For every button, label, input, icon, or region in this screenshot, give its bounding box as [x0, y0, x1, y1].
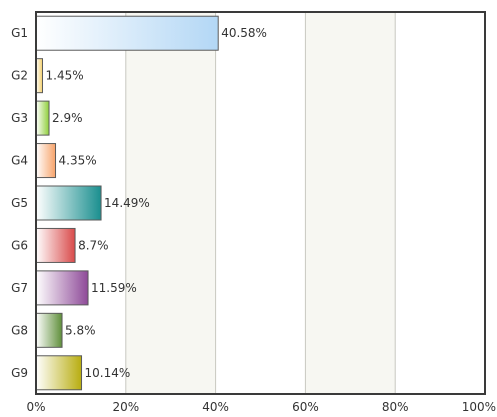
bar-g8 — [35, 312, 63, 348]
y-tick-label-g5: G5 — [11, 196, 28, 210]
y-tick-label-g8: G8 — [11, 323, 28, 337]
data-label-g4: 4.35% — [59, 154, 97, 168]
plot-band — [215, 12, 306, 394]
bar-g5 — [35, 185, 102, 221]
data-label-g6: 8.7% — [78, 238, 109, 252]
data-labels: 40.58% 1.45% 2.9% 4.35% 14.49% 8.7% 11.59% 5.8%… — [46, 26, 267, 380]
data-label-g2: 1.45% — [46, 69, 84, 83]
y-axis-labels: G1 G2 G3 G4 G5 G6 G7 G8 G9 — [11, 26, 28, 380]
y-tick-label-g4: G4 — [11, 154, 28, 168]
y-tick-label-g1: G1 — [11, 26, 28, 40]
bar-g4 — [35, 143, 57, 179]
bar-g9 — [35, 355, 83, 391]
data-label-g9: 10.14% — [85, 366, 131, 380]
y-tick-label-g6: G6 — [11, 238, 28, 252]
x-tick-label: 0% — [26, 400, 45, 414]
plot-band — [395, 12, 485, 394]
x-axis-labels: 0% 20% 40% 60% 80% 100% — [26, 400, 496, 414]
bar-g6 — [35, 227, 76, 263]
data-label-g7: 11.59% — [91, 281, 137, 295]
x-tick-label: 80% — [382, 400, 409, 414]
plot-band — [305, 12, 396, 394]
plot-band — [125, 12, 216, 394]
bars — [35, 15, 219, 391]
y-tick-label-g9: G9 — [11, 366, 28, 380]
data-label-g1: 40.58% — [221, 26, 267, 40]
data-label-g8: 5.8% — [65, 323, 96, 337]
grid-lines — [125, 12, 396, 394]
plot-background — [36, 12, 485, 394]
bar-g3 — [35, 100, 50, 136]
plot-frame — [35, 11, 486, 395]
x-tick-label: 100% — [462, 400, 496, 414]
x-tick-label: 20% — [112, 400, 139, 414]
y-tick-label-g3: G3 — [11, 111, 28, 125]
data-label-g5: 14.49% — [104, 196, 150, 210]
data-label-g3: 2.9% — [52, 111, 82, 125]
y-tick-label-g2: G2 — [11, 69, 28, 83]
x-tick-label: 60% — [292, 400, 319, 414]
x-tick-label: 40% — [202, 400, 229, 414]
y-tick-label-g7: G7 — [11, 281, 28, 295]
bar-g7 — [35, 270, 89, 306]
bar-g1 — [35, 15, 219, 51]
